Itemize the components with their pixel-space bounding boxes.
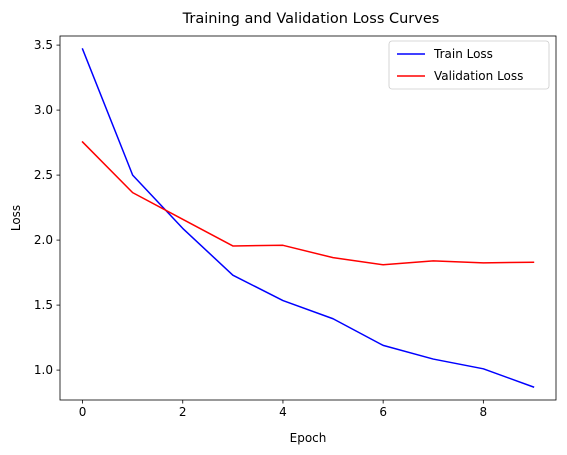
x-tick-label: 4	[279, 405, 287, 419]
y-tick-label: 2.5	[34, 168, 53, 182]
x-axis-label: Epoch	[290, 431, 327, 445]
y-tick-label: 2.0	[34, 233, 53, 247]
y-tick-label: 3.5	[34, 38, 53, 52]
y-axis-label: Loss	[9, 205, 23, 231]
series-line-train-loss	[81, 48, 535, 388]
x-tick-label: 8	[480, 405, 488, 419]
chart-title: Training and Validation Loss Curves	[182, 11, 440, 27]
plot-area: 0 2 4 6 8 1.0 1.5 2.0 2.5 3.0 3.5 Train Loss Validat…	[34, 35, 557, 419]
y-tick-label: 3.0	[34, 103, 53, 117]
x-tick-label: 2	[179, 405, 187, 419]
legend-label-validation-loss: Validation Loss	[434, 69, 523, 83]
legend: Train Loss Validation Loss	[388, 40, 550, 90]
axes-frame	[59, 35, 557, 401]
y-tick-label: 1.0	[34, 363, 53, 377]
y-tick-label: 1.5	[34, 298, 53, 312]
x-tick-label: 0	[79, 405, 87, 419]
x-tick-label: 6	[379, 405, 387, 419]
legend-label-train-loss: Train Loss	[433, 47, 493, 61]
series-line-validation-loss	[81, 140, 535, 266]
legend-box	[388, 40, 550, 90]
